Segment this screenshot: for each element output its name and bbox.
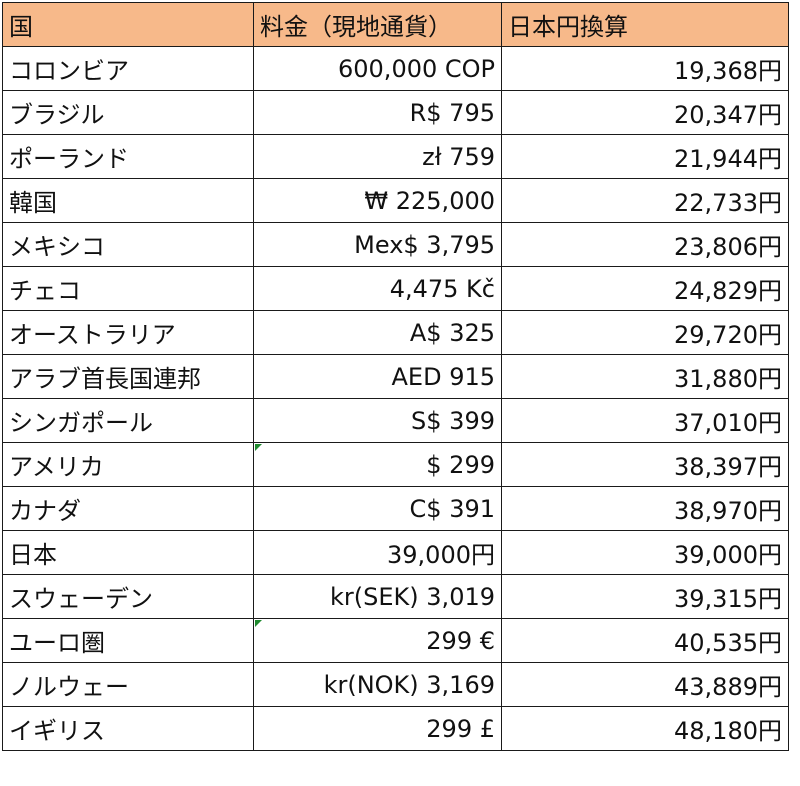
table-row: スウェーデン kr(SEK) 3,019 39,315円 [2, 574, 789, 619]
table-row: ブラジル R$ 795 20,347円 [2, 90, 789, 135]
country-cell[interactable]: チェコ [2, 266, 254, 311]
table-row: イギリス 299 £ 48,180円 [2, 706, 789, 751]
local-price-cell[interactable]: Mex$ 3,795 [253, 222, 502, 267]
yen-price-cell[interactable]: 20,347円 [501, 90, 789, 135]
local-price-cell[interactable]: S$ 399 [253, 398, 502, 443]
table-row: ノルウェー kr(NOK) 3,169 43,889円 [2, 662, 789, 707]
country-cell[interactable]: メキシコ [2, 222, 254, 267]
yen-price-cell[interactable]: 21,944円 [501, 134, 789, 179]
local-price-cell[interactable]: kr(SEK) 3,019 [253, 574, 502, 619]
table-row: カナダ C$ 391 38,970円 [2, 486, 789, 531]
country-cell[interactable]: カナダ [2, 486, 254, 531]
country-cell[interactable]: シンガポール [2, 398, 254, 443]
local-price-cell[interactable]: $ 299 [253, 442, 502, 487]
country-cell[interactable]: ユーロ圏 [2, 618, 254, 663]
local-price-text: 299 € [426, 626, 495, 655]
local-price-cell[interactable]: R$ 795 [253, 90, 502, 135]
header-row: 国 料金（現地通貨） 日本円換算 [2, 2, 789, 47]
yen-price-cell[interactable]: 23,806円 [501, 222, 789, 267]
local-price-cell[interactable]: zł 759 [253, 134, 502, 179]
yen-price-cell[interactable]: 39,315円 [501, 574, 789, 619]
local-price-cell[interactable]: C$ 391 [253, 486, 502, 531]
country-cell[interactable]: アラブ首長国連邦 [2, 354, 254, 399]
table-row: アメリカ $ 299 38,397円 [2, 442, 789, 487]
header-local-price[interactable]: 料金（現地通貨） [253, 2, 502, 47]
local-price-cell[interactable]: 39,000円 [253, 530, 502, 575]
number-as-text-warning-marker [255, 444, 262, 451]
yen-price-cell[interactable]: 48,180円 [501, 706, 789, 751]
price-comparison-table: 国 料金（現地通貨） 日本円換算 コロンビア 600,000 COP 19,36… [2, 2, 789, 751]
yen-price-cell[interactable]: 43,889円 [501, 662, 789, 707]
country-cell[interactable]: 日本 [2, 530, 254, 575]
country-cell[interactable]: ブラジル [2, 90, 254, 135]
table-row: チェコ 4,475 Kč 24,829円 [2, 266, 789, 311]
header-country[interactable]: 国 [2, 2, 254, 47]
yen-price-cell[interactable]: 40,535円 [501, 618, 789, 663]
yen-price-cell[interactable]: 38,397円 [501, 442, 789, 487]
table-row: メキシコ Mex$ 3,795 23,806円 [2, 222, 789, 267]
country-cell[interactable]: 韓国 [2, 178, 254, 223]
local-price-cell[interactable]: 4,475 Kč [253, 266, 502, 311]
table-row: 韓国 ₩ 225,000 22,733円 [2, 178, 789, 223]
country-cell[interactable]: アメリカ [2, 442, 254, 487]
yen-price-cell[interactable]: 39,000円 [501, 530, 789, 575]
yen-price-cell[interactable]: 31,880円 [501, 354, 789, 399]
local-price-cell[interactable]: 299 £ [253, 706, 502, 751]
country-cell[interactable]: コロンビア [2, 46, 254, 91]
local-price-cell[interactable]: ₩ 225,000 [253, 178, 502, 223]
table-row: オーストラリア A$ 325 29,720円 [2, 310, 789, 355]
yen-price-cell[interactable]: 22,733円 [501, 178, 789, 223]
table-row: シンガポール S$ 399 37,010円 [2, 398, 789, 443]
country-cell[interactable]: オーストラリア [2, 310, 254, 355]
local-price-cell[interactable]: A$ 325 [253, 310, 502, 355]
yen-price-cell[interactable]: 19,368円 [501, 46, 789, 91]
country-cell[interactable]: ポーランド [2, 134, 254, 179]
local-price-text: $ 299 [426, 450, 495, 479]
local-price-cell[interactable]: 600,000 COP [253, 46, 502, 91]
yen-price-cell[interactable]: 29,720円 [501, 310, 789, 355]
country-cell[interactable]: ノルウェー [2, 662, 254, 707]
table-row: コロンビア 600,000 COP 19,368円 [2, 46, 789, 91]
local-price-cell[interactable]: kr(NOK) 3,169 [253, 662, 502, 707]
local-price-cell[interactable]: 299 € [253, 618, 502, 663]
country-cell[interactable]: イギリス [2, 706, 254, 751]
local-price-cell[interactable]: AED 915 [253, 354, 502, 399]
table-row: 日本 39,000円 39,000円 [2, 530, 789, 575]
table-row: ポーランド zł 759 21,944円 [2, 134, 789, 179]
country-cell[interactable]: スウェーデン [2, 574, 254, 619]
yen-price-cell[interactable]: 38,970円 [501, 486, 789, 531]
header-yen-price[interactable]: 日本円換算 [501, 2, 789, 47]
yen-price-cell[interactable]: 24,829円 [501, 266, 789, 311]
number-as-text-warning-marker [255, 620, 262, 627]
table-row: ユーロ圏 299 € 40,535円 [2, 618, 789, 663]
yen-price-cell[interactable]: 37,010円 [501, 398, 789, 443]
table-row: アラブ首長国連邦 AED 915 31,880円 [2, 354, 789, 399]
